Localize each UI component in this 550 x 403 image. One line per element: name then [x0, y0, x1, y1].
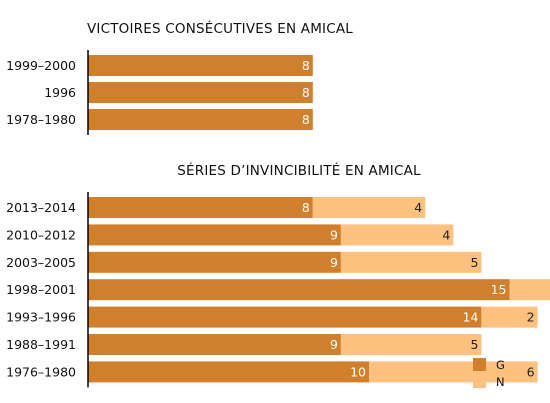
- category-label: 1988–1991: [6, 337, 76, 352]
- bar-segment-g: [88, 82, 313, 103]
- bar-segment-g: [88, 334, 341, 355]
- data-label: 9: [330, 255, 338, 270]
- bar-segment-n: [312, 197, 426, 218]
- data-label: 4: [442, 227, 450, 242]
- category-label: 1998–2001: [6, 282, 76, 297]
- chart-title-consecutive-wins: VICTOIRES CONSÉCUTIVES EN AMICAL: [87, 20, 353, 37]
- data-label: 6: [527, 364, 535, 379]
- data-label: 14: [462, 310, 478, 325]
- bar-segment-g: [88, 197, 313, 218]
- legend-swatch-n: [473, 375, 486, 388]
- category-label: 1978–1980: [6, 112, 76, 127]
- category-label: 1999–2000: [6, 58, 76, 73]
- legend-label-g: G: [496, 358, 505, 372]
- bar-segment-g: [88, 109, 313, 130]
- category-label: 1996: [44, 85, 76, 100]
- category-label: 1993–1996: [6, 310, 76, 325]
- category-label: 2010–2012: [6, 227, 76, 242]
- bar-segment-n: [509, 279, 550, 301]
- category-label: 1976–1980: [6, 364, 76, 379]
- category-label: 2013–2014: [6, 200, 76, 215]
- legend: GN: [473, 358, 505, 389]
- legend-swatch-g: [473, 358, 486, 371]
- consecutive-wins-panel: 1999–2000 8 1996 8 1978–1980 8: [6, 50, 313, 135]
- bar-segment-n: [340, 224, 454, 246]
- bar-segment-g: [88, 224, 341, 246]
- bar-segment-n: [369, 361, 538, 383]
- chart-title-unbeaten-runs: SÉRIES D’INVINCIBILITÉ EN AMICAL: [177, 162, 421, 179]
- unbeaten-runs-panel: 2013–2014 8 4 2010–2012 9 4 2003–2005 9 5 1998–20…: [6, 192, 550, 388]
- data-label: 8: [302, 112, 310, 127]
- data-label: 2: [527, 310, 535, 325]
- bar-segment-g: [88, 55, 313, 76]
- bar-segment-g: [88, 361, 369, 383]
- data-label: 15: [491, 282, 507, 297]
- bar-segment-n: [340, 251, 482, 273]
- data-label: 10: [350, 364, 366, 379]
- bar-segment-g: [88, 279, 510, 301]
- data-label: 4: [414, 200, 422, 215]
- data-label: 8: [302, 58, 310, 73]
- legend-label-n: N: [496, 375, 505, 389]
- category-label: 2003–2005: [6, 255, 76, 270]
- data-label: 9: [330, 227, 338, 242]
- data-label: 5: [470, 255, 478, 270]
- bar-segment-g: [88, 251, 341, 273]
- bar-segment-g: [88, 306, 482, 328]
- data-label: 8: [302, 200, 310, 215]
- bar-segment-n: [340, 334, 482, 355]
- data-label: 5: [470, 337, 478, 352]
- data-label: 9: [330, 337, 338, 352]
- data-label: 8: [302, 85, 310, 100]
- bar-segment-n: [481, 306, 538, 328]
